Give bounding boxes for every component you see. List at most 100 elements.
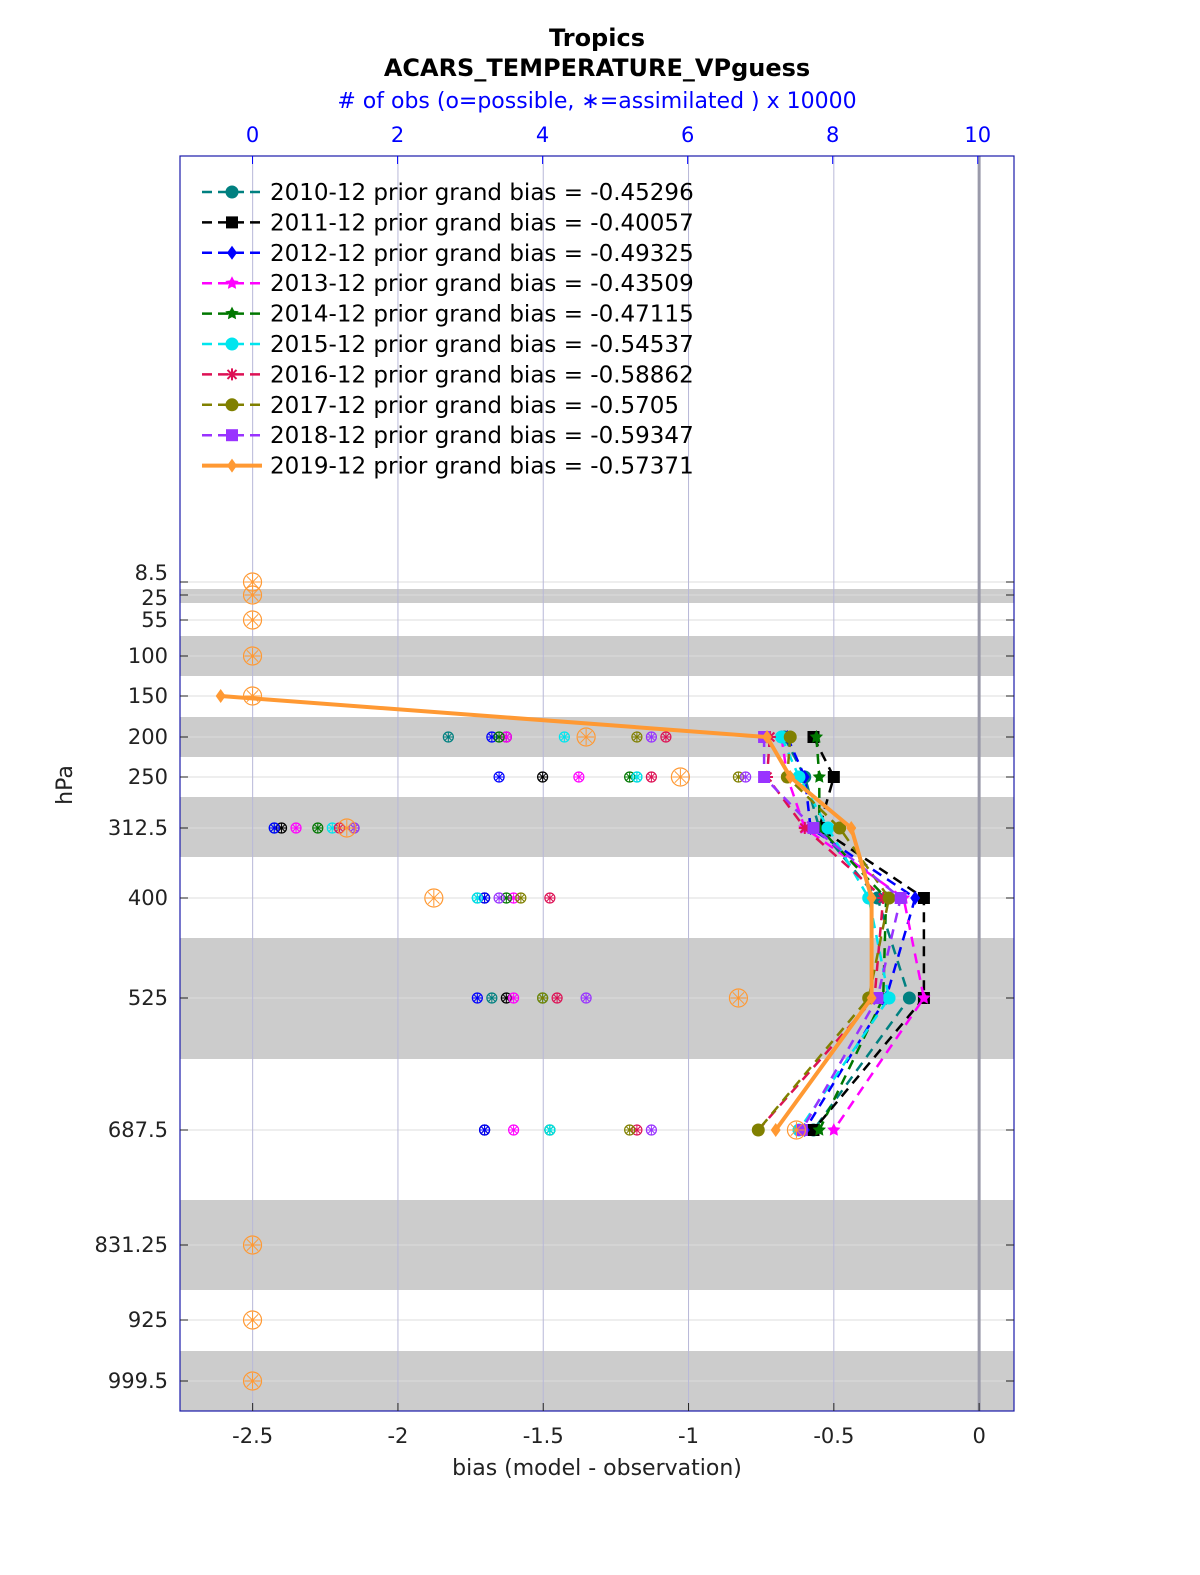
obs-assimilated-asterisk	[501, 993, 511, 1003]
obs-count-marker	[242, 585, 263, 605]
obs-assimilated-asterisk	[552, 993, 562, 1003]
legend-label: 2013-12 prior grand bias = -0.43509	[270, 271, 694, 297]
obs-assimilated-asterisk	[443, 732, 453, 742]
obs-assimilated-asterisk	[538, 772, 548, 782]
obs-count-marker	[242, 1235, 263, 1255]
obs-possible-circle	[660, 731, 672, 743]
legend-label: 2012-12 prior grand bias = -0.49325	[270, 241, 694, 267]
obs-count-marker	[471, 992, 483, 1004]
y-tick-label: 687.5	[108, 1118, 168, 1142]
obs-count-marker	[242, 1371, 263, 1391]
obs-possible-circle	[242, 1310, 263, 1330]
obs-possible-circle	[493, 771, 505, 783]
obs-possible-circle	[576, 727, 596, 747]
series-2	[807, 731, 930, 1136]
obs-possible-circle	[537, 992, 549, 1004]
legend-swatch-marker	[226, 368, 238, 381]
obs-assimilated-asterisk	[494, 893, 504, 903]
plot-frame	[179, 155, 1015, 1412]
obs-count-marker	[493, 892, 505, 904]
legend-entry: 2018-12 prior grand bias = -0.59347	[202, 423, 694, 449]
data-point	[812, 1123, 826, 1136]
legend-swatch-marker	[226, 216, 238, 229]
obs-possible-circle	[337, 818, 357, 838]
chart-subtitle: ACARS_TEMPERATURE_VPguess	[384, 54, 810, 82]
series-line	[220, 694, 874, 1132]
obs-count-marker	[631, 771, 643, 783]
grid-lines	[180, 156, 1014, 1411]
series-line	[757, 736, 891, 1131]
top-axis-label: # of obs (o=possible, ∗=assimilated ) x …	[337, 89, 856, 114]
obs-count-marker	[493, 731, 505, 743]
obs-assimilated-asterisk	[244, 687, 261, 705]
obs-possible-circle	[242, 686, 263, 706]
obs-assimilated-asterisk	[244, 586, 261, 604]
obs-assimilated-asterisk	[509, 993, 519, 1003]
obs-assimilated-asterisk	[487, 732, 497, 742]
obs-count-marker	[242, 1310, 263, 1330]
series-8	[751, 730, 896, 1137]
obs-count-marker	[544, 1124, 556, 1136]
level-band	[180, 589, 1014, 603]
data-point	[827, 1123, 841, 1136]
legend-entry: 2013-12 prior grand bias = -0.43509	[202, 271, 694, 297]
obs-assimilated-asterisk	[646, 732, 656, 742]
obs-assimilated-asterisk	[338, 819, 355, 837]
obs-assimilated-asterisk	[277, 823, 287, 833]
obs-possible-circle	[242, 610, 263, 630]
obs-assimilated-asterisk	[733, 772, 743, 782]
obs-possible-circle	[786, 1120, 807, 1140]
obs-count-marker	[268, 822, 280, 834]
obs-assimilated-asterisk	[480, 893, 490, 903]
data-point	[783, 730, 797, 744]
obs-count-marker	[573, 771, 585, 783]
obs-possible-circle	[242, 1371, 263, 1391]
top-tick-label: 6	[681, 123, 694, 147]
data-point	[833, 821, 847, 835]
obs-possible-circle	[631, 771, 643, 783]
obs-possible-circle	[268, 822, 280, 834]
obs-assimilated-asterisk	[581, 993, 591, 1003]
legend-swatch-marker	[225, 337, 239, 351]
obs-possible-circle	[645, 1124, 657, 1136]
legend-label: 2016-12 prior grand bias = -0.58862	[270, 362, 694, 388]
obs-assimilated-asterisk	[244, 611, 261, 629]
obs-count-marker	[337, 818, 357, 838]
obs-possible-circle	[670, 767, 691, 787]
obs-count-marker	[631, 731, 643, 743]
legend-label: 2011-12 prior grand bias = -0.40057	[270, 210, 694, 236]
y-tick-label: 525	[128, 986, 168, 1010]
obs-count-marker	[576, 727, 596, 747]
obs-assimilated-asterisk	[291, 823, 301, 833]
obs-assimilated-asterisk	[509, 893, 519, 903]
data-point	[809, 730, 824, 743]
y-tick-label: 831.25	[95, 1233, 168, 1257]
legend-entry: 2014-12 prior grand bias = -0.47115	[202, 302, 694, 328]
obs-possible-circle	[558, 731, 570, 743]
obs-assimilated-asterisk	[480, 1125, 490, 1135]
obs-possible-circle	[242, 646, 263, 666]
legend-entry: 2015-12 prior grand bias = -0.54537	[202, 332, 694, 358]
data-point	[882, 991, 896, 1005]
y-tick-label: 8.5	[135, 561, 168, 585]
data-point	[917, 892, 930, 904]
y-tick-label: 312.5	[108, 816, 168, 840]
legend-swatch-marker	[225, 276, 239, 289]
obs-count-marker	[660, 731, 672, 743]
series-4	[774, 730, 931, 1136]
obs-count-marker	[645, 1124, 657, 1136]
legend-swatch-marker	[227, 458, 237, 473]
legend-entry: 2011-12 prior grand bias = -0.40057	[202, 210, 694, 236]
data-point	[821, 821, 835, 835]
top-tick-label: 10	[964, 123, 991, 147]
obs-possible-circle	[507, 1124, 520, 1136]
y-tick-label: 999.5	[108, 1369, 168, 1393]
data-point	[785, 770, 796, 784]
legend-label: 2014-12 prior grand bias = -0.47115	[270, 302, 694, 328]
series-1	[777, 730, 916, 1137]
data-point	[882, 891, 896, 905]
data-point	[758, 771, 771, 783]
legend-label: 2017-12 prior grand bias = -0.5705	[270, 393, 679, 419]
obs-assimilated-asterisk	[545, 1125, 555, 1135]
obs-possible-circle	[544, 892, 556, 904]
